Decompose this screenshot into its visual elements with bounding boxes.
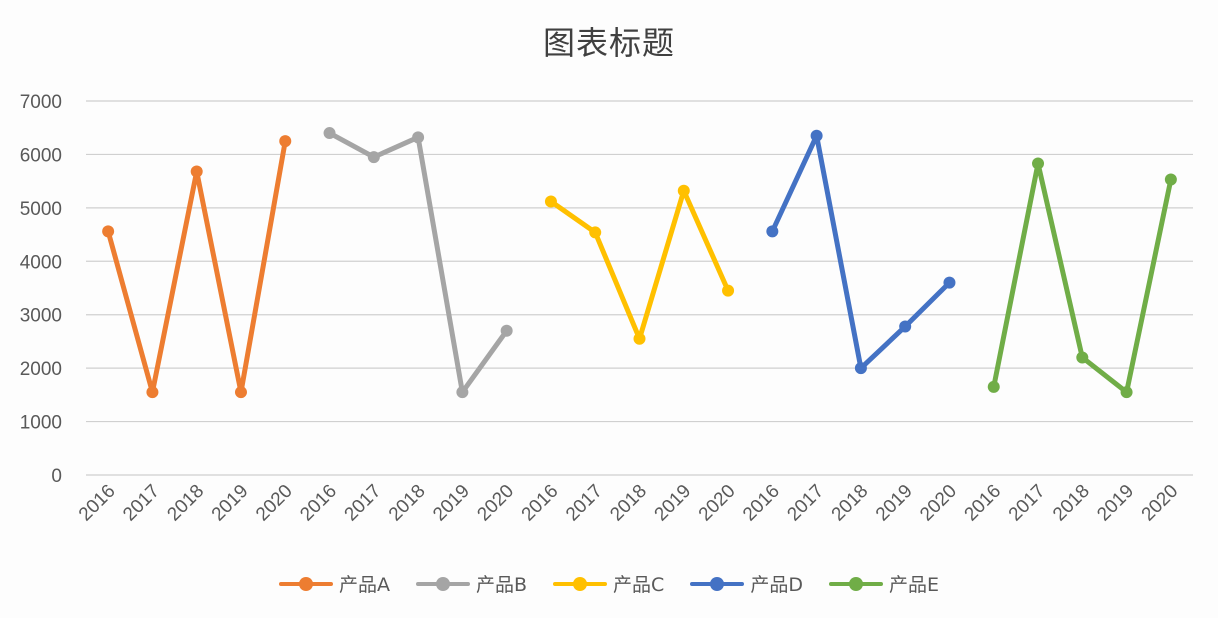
y-tick-label: 0 — [51, 466, 62, 487]
legend-item: 产品C — [553, 570, 664, 597]
series-line — [769, 133, 952, 371]
legend-item: 产品E — [828, 570, 939, 597]
x-tick-label: 2020 — [252, 481, 297, 526]
y-tick-label: 7000 — [20, 92, 62, 113]
data-point-marker — [544, 195, 557, 208]
series-产品D — [766, 129, 956, 375]
data-point-marker — [766, 225, 779, 238]
x-tick-label: 2016 — [518, 481, 563, 526]
data-point-marker — [899, 320, 912, 333]
y-tick-label: 4000 — [20, 252, 62, 273]
x-tick-label: 2019 — [872, 481, 917, 526]
x-tick-label: 2019 — [429, 481, 474, 526]
series-产品E — [987, 157, 1177, 399]
series-line — [327, 130, 510, 395]
series-产品A — [102, 135, 292, 399]
y-axis-ticks: 0 1000 2000 3000 4000 5000 6000 7000 — [20, 92, 62, 487]
x-tick-label: 2018 — [163, 481, 208, 526]
data-point-marker — [412, 131, 425, 144]
series-产品B — [323, 127, 513, 399]
x-tick-label: 2017 — [119, 481, 164, 526]
x-tick-label: 2018 — [385, 481, 430, 526]
x-tick-label: 2017 — [783, 481, 828, 526]
legend-line-marker-icon — [828, 576, 883, 591]
legend: 产品A 产品B 产品C 产品D 产品E — [0, 570, 1218, 597]
legend-line-marker-icon — [279, 576, 333, 591]
data-point-marker — [1076, 351, 1089, 364]
data-point-marker — [323, 127, 336, 140]
x-tick-label: 2020 — [695, 481, 740, 526]
x-tick-label: 2017 — [562, 481, 607, 526]
legend-label: 产品C — [613, 574, 665, 596]
legend-item: 产品A — [279, 570, 390, 597]
legend-label: 产品B — [476, 574, 528, 596]
data-point-marker — [279, 135, 292, 148]
x-tick-label: 2016 — [75, 481, 120, 526]
data-point-marker — [234, 386, 247, 399]
x-tick-label: 2020 — [916, 481, 961, 526]
y-tick-label: 6000 — [20, 145, 62, 166]
legend-label: 产品A — [339, 574, 390, 596]
x-tick-label: 2020 — [1138, 481, 1183, 526]
x-tick-label: 2020 — [473, 481, 518, 526]
y-tick-label: 5000 — [20, 199, 62, 220]
legend-label: 产品D — [750, 574, 803, 596]
x-tick-label: 2019 — [208, 481, 253, 526]
data-point-marker — [722, 284, 735, 297]
gridlines — [86, 100, 1193, 476]
legend-label: 产品E — [888, 574, 939, 596]
x-tick-label: 2018 — [828, 481, 873, 526]
legend-line-marker-icon — [690, 576, 745, 591]
data-point-marker — [810, 129, 823, 142]
y-tick-label: 2000 — [20, 359, 62, 380]
legend-line-marker-icon — [553, 576, 608, 591]
x-tick-label: 2017 — [1005, 481, 1050, 526]
data-point-marker — [1120, 386, 1133, 399]
x-axis-ticks: 2016 2017 2018 2019 2020 2016 2017 2018 2019 2020… — [75, 481, 1182, 526]
data-point-marker — [943, 276, 956, 289]
x-tick-label: 2017 — [341, 481, 386, 526]
data-point-marker — [456, 386, 469, 399]
data-point-marker — [500, 324, 513, 337]
x-tick-label: 2016 — [739, 481, 784, 526]
series-line — [105, 138, 288, 395]
y-tick-label: 1000 — [20, 413, 62, 434]
x-tick-label: 2016 — [961, 481, 1006, 526]
x-tick-label: 2016 — [296, 481, 341, 526]
chart-title: 图表标题 — [542, 24, 675, 62]
y-tick-label: 3000 — [20, 306, 62, 327]
data-point-marker — [146, 386, 159, 399]
data-point-marker — [987, 380, 1000, 393]
data-point-marker — [589, 226, 602, 239]
data-point-marker — [1164, 173, 1177, 186]
x-tick-label: 2019 — [1093, 481, 1138, 526]
data-point-marker — [854, 362, 867, 375]
data-point-marker — [1032, 157, 1045, 170]
data-point-marker — [633, 332, 646, 345]
x-tick-label: 2018 — [606, 481, 651, 526]
series-line — [548, 188, 731, 342]
data-point-marker — [677, 184, 690, 197]
legend-item: 产品D — [690, 570, 803, 597]
legend-item: 产品B — [416, 570, 527, 597]
x-tick-label: 2018 — [1049, 481, 1094, 526]
data-point-marker — [190, 165, 203, 178]
series-lines — [102, 127, 1177, 399]
data-point-marker — [102, 225, 115, 238]
x-tick-label: 2019 — [651, 481, 696, 526]
data-point-marker — [367, 151, 380, 164]
legend-line-marker-icon — [416, 576, 470, 591]
series-产品C — [544, 184, 735, 345]
